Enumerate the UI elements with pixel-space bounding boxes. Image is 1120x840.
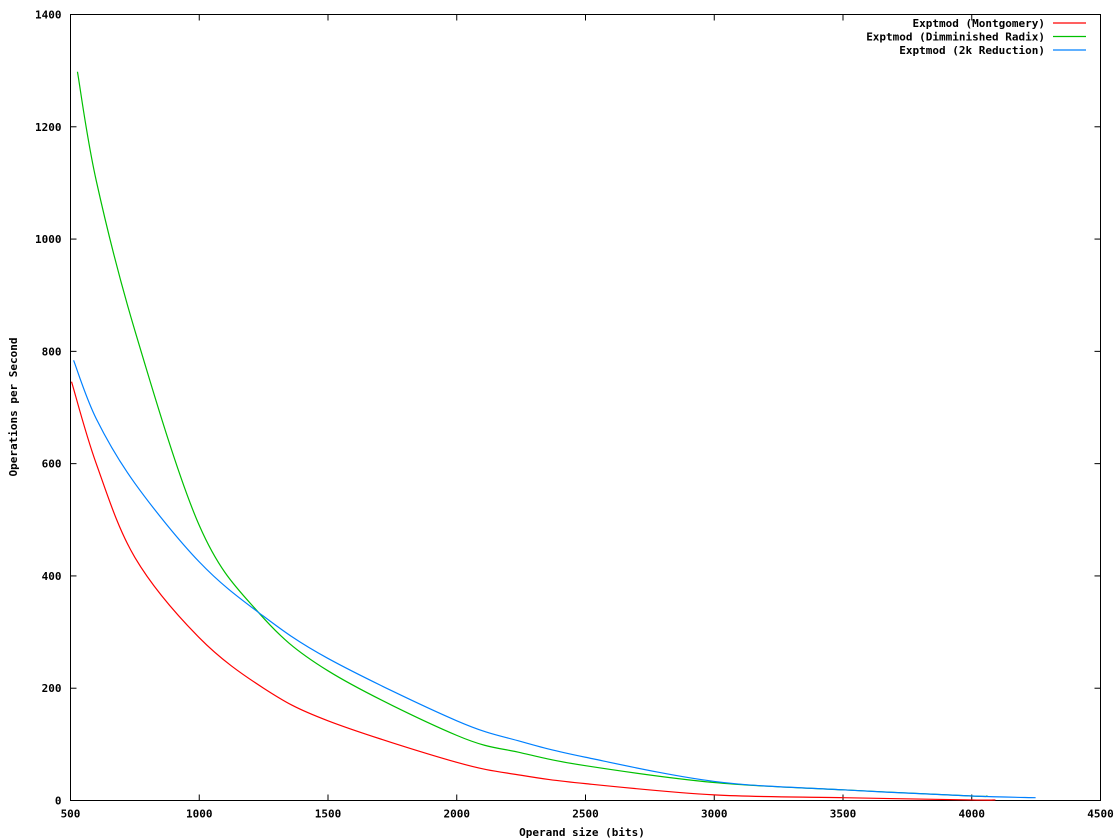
x-tick-label: 2500 [572,808,599,821]
legend: Exptmod (Montgomery)Exptmod (Dimminished… [866,17,1086,57]
x-tick-label: 2000 [444,808,471,821]
x-axis-label: Operand size (bits) [519,826,645,839]
y-tick-label: 800 [42,345,62,358]
x-tick-label: 3000 [701,808,728,821]
series-line-0 [70,381,996,801]
plot-border [70,14,1101,801]
x-tick-label: 3500 [830,808,857,821]
y-tick-label: 0 [55,795,62,808]
y-tick-label: 600 [42,458,62,471]
series-line-2 [73,360,1036,799]
y-tick-label: 400 [42,570,62,583]
y-tick-label: 1000 [35,233,62,246]
y-tick-label: 200 [42,682,62,695]
x-tick-label: 1500 [315,808,342,821]
x-tick-label: 4500 [1087,808,1114,821]
legend-label: Exptmod (Montgomery) [913,17,1045,30]
legend-label: Exptmod (2k Reduction) [899,44,1045,57]
x-tick-label: 4000 [959,808,986,821]
x-tick-label: 500 [61,808,81,821]
legend-label: Exptmod (Dimminished Radix) [866,31,1045,44]
series-line-1 [76,71,989,798]
y-axis-label: Operations per Second [7,337,20,476]
x-tick-label: 1000 [186,808,213,821]
axis-ticks: 500 1000 1500 2000 2500 3000 3500 4000 4500 0 200 4… [35,9,1114,821]
series-lines [70,71,1036,801]
y-tick-label: 1400 [35,9,62,22]
y-tick-label: 1200 [35,121,62,134]
